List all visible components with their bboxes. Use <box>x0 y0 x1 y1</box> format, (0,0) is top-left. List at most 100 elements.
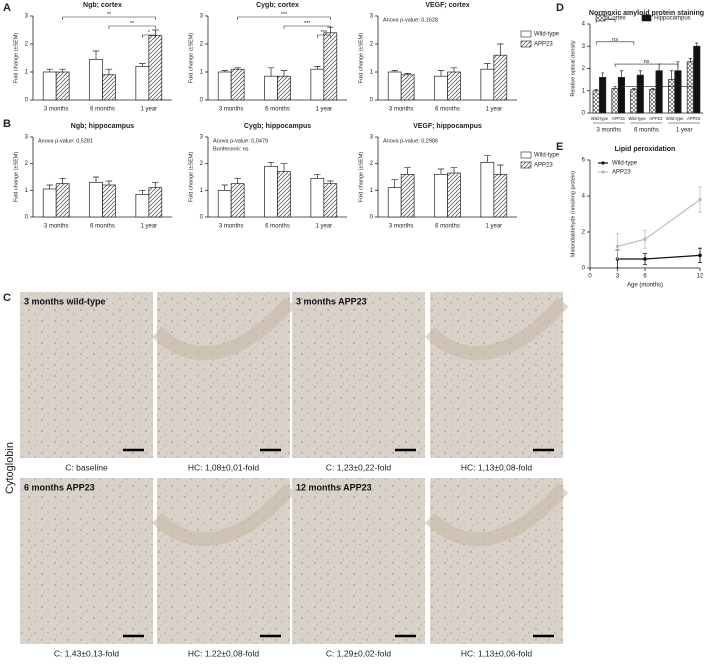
significance-bracket <box>108 25 156 29</box>
significance-label: *** <box>321 30 328 36</box>
bar <box>135 193 150 218</box>
y-tick-label: 1 <box>370 70 374 76</box>
x-tick-label: 6 months <box>90 107 115 113</box>
significance-label: * <box>658 81 661 87</box>
legend-marker <box>601 170 605 174</box>
bar <box>217 71 232 101</box>
y-axis-label: Fold change (±SEM) <box>358 33 364 84</box>
error-bar <box>619 70 624 78</box>
error-bar <box>327 180 334 184</box>
bar <box>277 171 291 218</box>
bar <box>674 70 682 114</box>
panel-label: B <box>3 118 11 130</box>
x-tick-label: 3 months <box>44 107 69 113</box>
legend-label: Wild-type <box>534 153 560 159</box>
annotation: Anova p-value: 0,1628 <box>383 17 438 23</box>
group-label: 1 year <box>676 128 693 134</box>
x-tick-label: 3 months <box>44 224 69 230</box>
image-caption: C: 1,29±0,02-fold <box>326 648 391 658</box>
tissue-band <box>152 297 296 361</box>
bar <box>693 45 701 114</box>
bar <box>310 68 325 101</box>
significance-bracket <box>595 41 635 45</box>
chart-title: VEGF; cortex <box>425 2 469 9</box>
error-bar <box>497 43 504 56</box>
data-point <box>698 197 702 202</box>
series-line <box>617 254 701 260</box>
y-tick-label: 3 <box>25 135 29 141</box>
bar <box>400 173 415 218</box>
group-label: 3 months <box>596 128 621 134</box>
y-tick-label: 1 <box>25 188 29 194</box>
image-title: 12 months APP23 <box>296 482 372 492</box>
bar <box>447 71 461 101</box>
bar <box>42 188 57 218</box>
x-tick-label: 3 <box>616 274 620 280</box>
tissue-band <box>152 483 296 547</box>
error-bar <box>594 89 598 91</box>
y-axis-label: Fold change (±SEM) <box>358 152 364 203</box>
bar <box>434 173 448 218</box>
error-bar <box>267 161 275 167</box>
group-label: 6 months <box>634 128 659 134</box>
y-tick-label: 3 <box>200 14 204 20</box>
y-tick-label: 1 <box>370 188 374 194</box>
error-bar <box>221 184 228 191</box>
error-bar <box>613 85 617 89</box>
y-tick-label: 0 <box>200 215 204 221</box>
legend-label: Hippocampus <box>654 16 691 22</box>
micrograph <box>20 478 153 644</box>
y-tick-label: 2 <box>582 230 586 236</box>
panel-label: E <box>556 141 563 153</box>
error-bar <box>280 163 288 172</box>
y-tick-label: 1 <box>25 70 29 76</box>
error-bar <box>657 63 661 71</box>
y-tick-label: 2 <box>25 161 29 167</box>
y-tick-label: 2 <box>25 42 29 48</box>
significance-bracket <box>142 34 156 38</box>
y-tick-label: 0 <box>25 98 29 104</box>
error-bar <box>139 189 146 195</box>
bar <box>480 161 495 218</box>
legend-swatch <box>520 30 532 38</box>
x-tick-label: 1 year <box>315 224 332 230</box>
error-bar <box>391 70 398 72</box>
micrograph <box>20 292 153 458</box>
x-tick-label: 1 year <box>140 107 157 113</box>
x-tick-label: 3 months <box>219 224 244 230</box>
image-caption: HC: 1,13±0,06-fold <box>461 648 533 658</box>
image-caption: HC: 1,22±0,08-fold <box>188 648 260 658</box>
bar <box>264 75 278 101</box>
significance-label: ns <box>612 37 618 43</box>
significance-bracket <box>62 16 156 20</box>
bar <box>230 183 245 218</box>
error-bar <box>234 177 241 184</box>
significance-bracket <box>317 34 331 38</box>
error-bar <box>450 167 458 173</box>
error-bar <box>638 70 642 76</box>
image-caption: HC: 1,13±0,08-fold <box>461 462 533 472</box>
bar <box>686 61 694 114</box>
bar <box>493 54 508 101</box>
chart-title: Ngb; hippocampus <box>71 123 134 130</box>
significance-bracket <box>283 25 331 29</box>
error-bar <box>267 67 275 77</box>
error-bar <box>314 173 321 179</box>
bar <box>217 189 232 218</box>
error-bar <box>46 68 53 72</box>
tissue-band <box>425 297 569 361</box>
data-point <box>615 244 620 249</box>
bar <box>55 71 70 101</box>
chart-title: Lipid peroxidation <box>615 146 676 153</box>
y-tick-label: 2 <box>370 42 374 48</box>
x-tick-label: Wild-type <box>666 116 684 121</box>
significance-label: *** <box>281 12 288 18</box>
x-tick-label: 6 months <box>435 107 460 113</box>
bar <box>592 90 600 114</box>
x-tick-label: 3 months <box>389 224 414 230</box>
x-tick-label: 3 months <box>219 107 244 113</box>
bar <box>42 71 57 101</box>
error-bar <box>46 184 53 189</box>
significance-bracket <box>621 86 698 90</box>
